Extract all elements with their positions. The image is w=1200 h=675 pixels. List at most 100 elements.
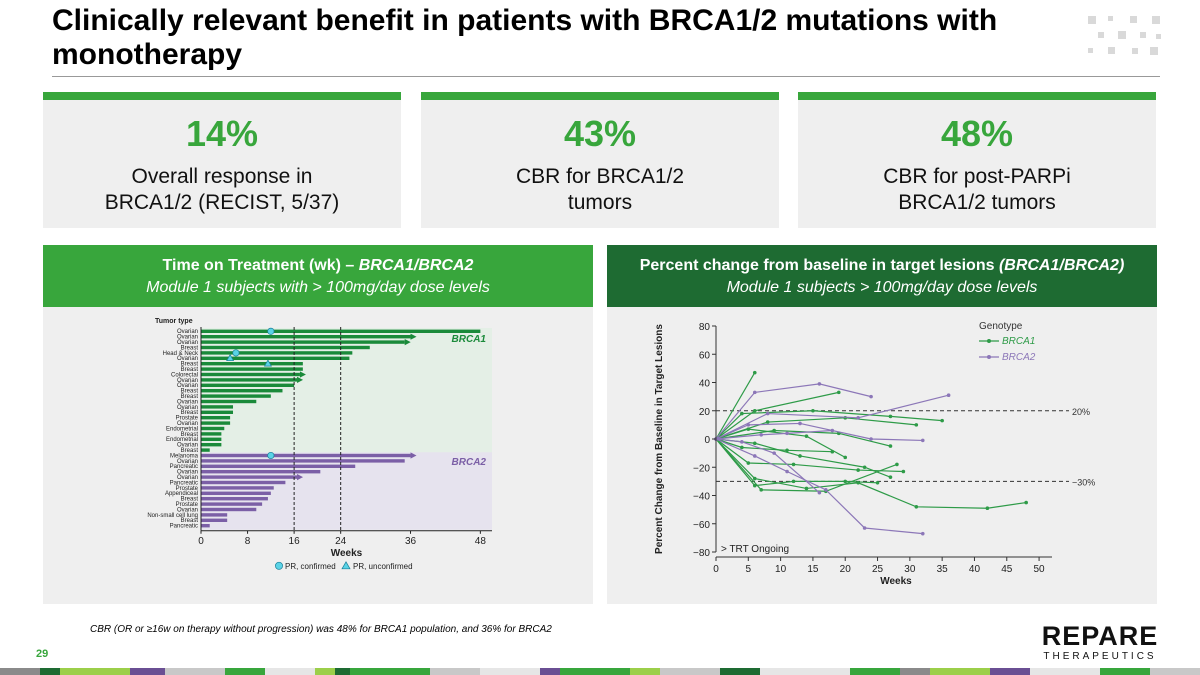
data-point: [869, 437, 873, 441]
data-point: [765, 420, 770, 424]
heading-italic: BRCA1/BRCA2: [358, 257, 474, 274]
data-point: [752, 441, 757, 446]
stat-description: Overall response in BRCA1/2 (RECIST, 5/37…: [43, 164, 401, 216]
data-point: [752, 390, 757, 395]
threshold-label: 20%: [1072, 407, 1090, 417]
stat-line1: CBR for post-PARPi: [883, 165, 1071, 188]
tumor-type-label: Ovarian: [177, 383, 198, 389]
legend-marker-icon: [987, 339, 991, 343]
group-label: BRCA2: [452, 457, 487, 468]
x-tick-label: 8: [245, 536, 251, 547]
right-panel-header: Percent change from baseline in target l…: [607, 245, 1157, 307]
right-panel-subheading: Module 1 subjects > 100mg/day dose level…: [726, 279, 1038, 296]
y-tick-label: 0: [704, 435, 710, 446]
series-line-brca2: [715, 394, 949, 440]
data-point: [914, 505, 919, 509]
x-tick-label: 5: [746, 564, 752, 575]
data-point: [772, 451, 776, 455]
data-point: [830, 449, 835, 454]
stat-card-accent: [798, 92, 1156, 100]
swimmer-bar: [201, 416, 231, 420]
tumor-type-label: Ovarian: [177, 421, 198, 427]
swimmer-bar: [201, 497, 268, 501]
series-line-brca2: [715, 429, 833, 440]
tumor-type-label: Prostate: [176, 416, 199, 422]
data-point: [752, 408, 757, 413]
data-point: [914, 423, 919, 427]
tumor-type-label: Melanoma: [170, 453, 199, 459]
series-line-brca1: [715, 438, 878, 487]
left-panel-subheading: Module 1 subjects with > 100mg/day dose …: [146, 279, 490, 296]
x-tick-label: 0: [713, 564, 719, 575]
swimmer-bar: [201, 448, 210, 452]
tumor-type-label: Ovarian: [177, 399, 198, 405]
swimmer-bar: [201, 340, 405, 344]
data-point: [875, 480, 880, 485]
swimmer-bar: [201, 486, 274, 490]
data-point: [817, 490, 822, 495]
x-axis-title: Weeks: [331, 548, 363, 559]
data-point: [985, 506, 990, 511]
data-point: [785, 469, 789, 474]
y-tick-label: 20: [699, 407, 711, 418]
data-point: [1024, 500, 1028, 505]
data-point: [759, 488, 764, 492]
y-axis-title: Percent Change from Baseline in Target L…: [654, 324, 665, 554]
stat-description: CBR for BRCA1/2 tumors: [421, 164, 779, 216]
tumor-type-label: Breast: [181, 518, 199, 524]
data-point: [791, 462, 796, 467]
swimmer-bar: [201, 432, 222, 436]
y-tick-label: 80: [699, 322, 711, 333]
x-tick-label: 45: [1001, 564, 1013, 575]
pr-confirmed-marker: [232, 349, 240, 357]
stat-value: 14%: [185, 113, 259, 154]
data-point: [804, 486, 809, 491]
tumor-type-label: Pancreatic: [170, 480, 198, 486]
title-divider: [52, 76, 1160, 77]
tumor-type-label: Breast: [181, 367, 199, 373]
swimmer-bar: [201, 459, 405, 463]
data-point: [824, 488, 828, 492]
swimmer-bar: [201, 383, 295, 387]
swimmer-bar: [201, 470, 321, 474]
tumor-type-label: Ovarian: [177, 507, 198, 513]
tumor-type-label: Ovarian: [177, 470, 198, 476]
tumor-type-label: Appendiceal: [165, 491, 198, 497]
tumor-type-label: Prostate: [176, 486, 199, 492]
swimmer-chart-panel: BRCA1 Ovarian Ovarian Ovarian Breast Head & N…: [43, 307, 593, 604]
heading-plain: Percent change from baseline in target l…: [639, 257, 999, 274]
data-point: [752, 476, 757, 481]
data-point: [752, 454, 757, 458]
y-tick-label: −60: [693, 520, 710, 531]
swimmer-bar: [201, 410, 234, 414]
x-tick-label: 0: [198, 536, 204, 547]
tumor-type-label: Prostate: [176, 502, 199, 508]
pr-confirmed-marker: [267, 327, 275, 335]
right-panel-heading: Percent change from baseline in target l…: [607, 255, 1157, 277]
x-tick-label: 35: [937, 564, 949, 575]
swimmer-bar: [201, 345, 370, 350]
heading-italic: (BRCA1/BRCA2): [998, 257, 1125, 274]
data-point: [843, 455, 848, 460]
stat-value: 43%: [563, 113, 637, 154]
data-point: [856, 468, 860, 472]
tumor-type-label: Breast: [181, 389, 199, 395]
swimmer-bar: [201, 480, 286, 485]
spider-chart: 20% −30% −80 −60 −40 −20 0 20 40 60 80 0 5 10 15 20 25 30…: [654, 321, 1095, 587]
x-tick-label: 50: [1034, 564, 1046, 575]
data-point: [920, 531, 925, 536]
data-point: [888, 444, 893, 448]
swimmer-bar: [201, 475, 298, 479]
pr-unconfirmed-marker: [226, 353, 235, 362]
tumor-type-label: Pancreatic: [170, 524, 198, 530]
data-point: [791, 479, 796, 484]
legend-pr-unconfirmed-icon: [341, 561, 351, 570]
brand-subtitle: THERAPEUTICS: [1043, 651, 1157, 662]
data-point: [830, 428, 835, 433]
brand-name: REPARE: [1041, 621, 1159, 651]
ongoing-arrow-icon: [410, 333, 417, 340]
stat-card-accent: [421, 92, 779, 100]
stat-line1: CBR for BRCA1/2: [515, 165, 685, 188]
swimmer-bar: [201, 335, 411, 339]
series-line-brca2: [715, 438, 923, 535]
